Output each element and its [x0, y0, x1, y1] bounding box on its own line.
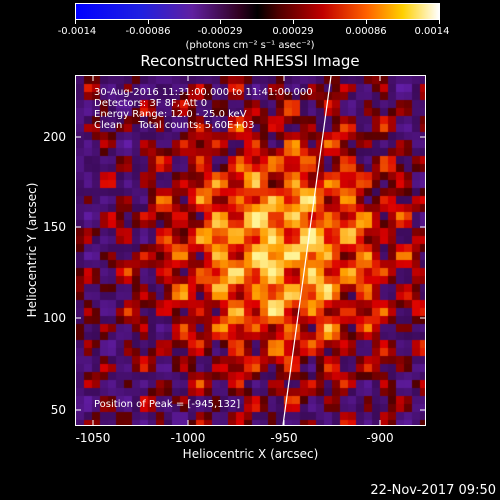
peak-position: Position of Peak = [-945,132] [94, 399, 241, 410]
colorbar-units: (photons cm⁻² s⁻¹ asec⁻²) [185, 40, 315, 51]
colorbar-tick-label: -0.0014 [57, 26, 97, 37]
x-tick-label: -1050 [75, 431, 111, 445]
timestamp: 22-Nov-2017 09:50 [370, 483, 496, 498]
y-tick-label: 50 [50, 403, 66, 417]
colorbar-tick-label: 0.00086 [345, 26, 387, 37]
x-tick-label: -1000 [170, 431, 206, 445]
image-plot[interactable]: 30-Aug-2016 11:31:00.000 to 11:41:00.000… [75, 75, 426, 426]
colorbar-tick-label: -0.00029 [197, 26, 243, 37]
x-tick-label: -950 [270, 431, 298, 445]
colorbar [75, 3, 440, 20]
y-axis-label: Heliocentric Y (arcsec) [25, 182, 39, 318]
info-line-energy: Energy Range: 12.0 - 25.0 keV [94, 109, 247, 120]
colorbar-tick [75, 20, 76, 24]
colorbar-tick [148, 20, 149, 24]
y-tick-label: 150 [43, 220, 66, 234]
y-tick-label: 200 [43, 130, 66, 144]
colorbar-tick-label: -0.00086 [125, 26, 171, 37]
y-tick-label: 100 [43, 311, 66, 325]
limb-overlay [282, 76, 332, 425]
colorbar-tick [366, 20, 367, 24]
colorbar-tick [293, 20, 294, 24]
colorbar-tick [439, 20, 440, 24]
x-tick-label: -900 [366, 431, 394, 445]
colorbar-tick [220, 20, 221, 24]
x-axis-label: Heliocentric X (arcsec) [182, 447, 319, 461]
info-line-counts: Clean Total counts: 5.60E+03 [94, 120, 255, 131]
info-line-time: 30-Aug-2016 11:31:00.000 to 11:41:00.000 [94, 87, 313, 98]
colorbar-tick-label: 0.00029 [272, 26, 314, 37]
solar-limb-line [282, 76, 332, 425]
rhessi-image-map [76, 76, 425, 425]
colorbar-tick-label: 0.0014 [414, 26, 450, 37]
info-line-detectors: Detectors: 3F 8F, Att 0 [94, 98, 208, 109]
plot-title: Reconstructed RHESSI Image [140, 52, 360, 70]
colorbar-gradient [76, 4, 439, 19]
